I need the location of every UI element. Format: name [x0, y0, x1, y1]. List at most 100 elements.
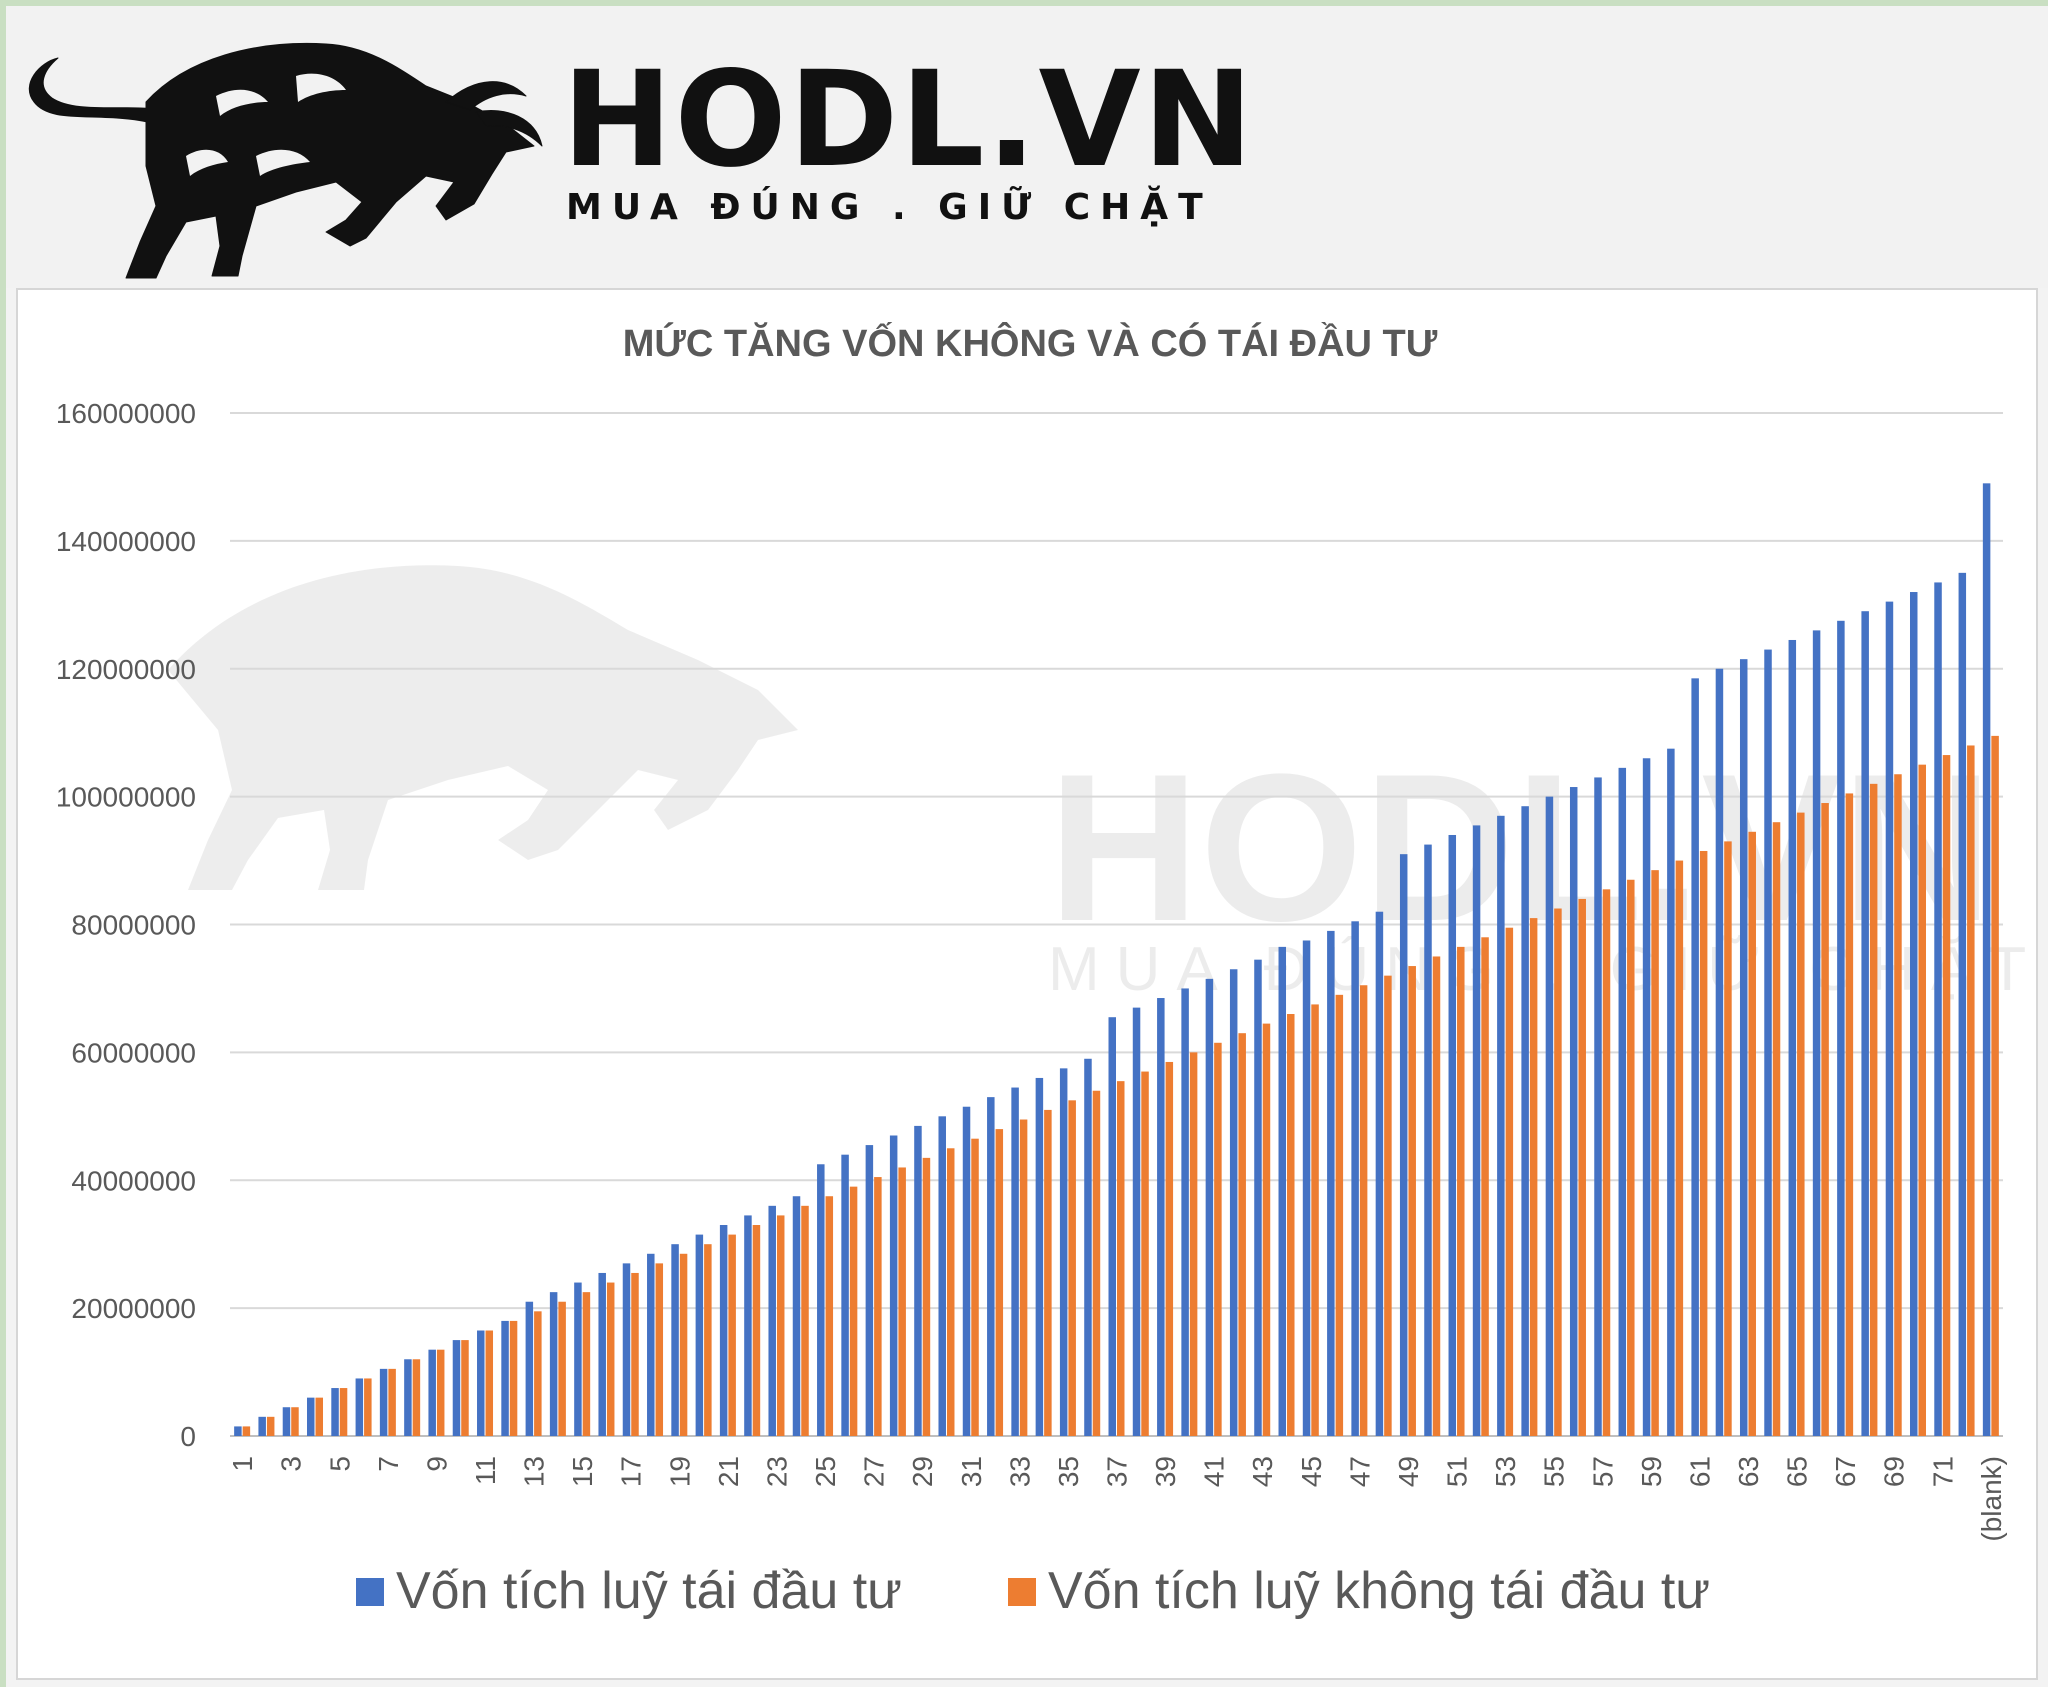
bar-no-reinvest [1044, 1109, 1052, 1436]
bar-reinvest [1254, 959, 1262, 1436]
bar-reinvest [1132, 1007, 1141, 1436]
x-tick-label: 29 [907, 1456, 938, 1487]
bar-reinvest [1351, 921, 1359, 1436]
bar-no-reinvest [1627, 879, 1635, 1436]
bar-reinvest [1642, 758, 1651, 1436]
bar-reinvest [355, 1378, 364, 1436]
y-tick-label: 80000000 [71, 910, 196, 941]
x-tick-label: 31 [956, 1456, 987, 1487]
bar-no-reinvest [1821, 803, 1829, 1436]
bar-no-reinvest [1869, 783, 1878, 1436]
x-tick-label: 19 [664, 1456, 695, 1487]
bar-no-reinvest [1748, 831, 1756, 1436]
bar-reinvest [962, 1106, 971, 1436]
bar-reinvest [1909, 592, 1918, 1436]
bar-no-reinvest [1991, 735, 1999, 1436]
bull-logo-icon [28, 42, 543, 279]
bar-reinvest [1399, 854, 1408, 1436]
bar-no-reinvest [1359, 985, 1368, 1436]
bar-no-reinvest [558, 1301, 566, 1436]
x-tick-label: 1 [227, 1456, 258, 1472]
y-tick-label: 40000000 [71, 1165, 196, 1196]
bar-no-reinvest [1287, 1014, 1295, 1436]
x-tick-label: 41 [1199, 1456, 1230, 1487]
bar-no-reinvest [776, 1215, 785, 1436]
x-tick-label: 35 [1053, 1456, 1084, 1487]
bar-reinvest [549, 1292, 558, 1436]
bar-reinvest [622, 1263, 631, 1436]
bar-no-reinvest [922, 1157, 931, 1436]
bar-reinvest [889, 1135, 898, 1436]
bar-reinvest [379, 1368, 388, 1436]
bar-no-reinvest [1019, 1119, 1028, 1436]
bar-reinvest [1594, 777, 1602, 1436]
bar-no-reinvest [849, 1186, 858, 1436]
bar-no-reinvest [1942, 755, 1951, 1436]
bar-no-reinvest [946, 1148, 955, 1436]
chart-panel: HODL.VN MUA ĐÚNG . GIỮ CHẶT MỨC TĂNG VỐN… [16, 288, 2038, 1680]
x-tick-label: 33 [1004, 1456, 1035, 1487]
bar-reinvest [1739, 659, 1748, 1436]
bar-no-reinvest [728, 1234, 736, 1436]
bar-reinvest [1157, 998, 1165, 1436]
bar-reinvest [1764, 649, 1772, 1436]
bar-reinvest [1375, 911, 1384, 1436]
bar-no-reinvest [801, 1205, 809, 1436]
bar-reinvest [647, 1253, 655, 1436]
bar-no-reinvest [1699, 850, 1708, 1436]
bar-reinvest [1788, 639, 1797, 1436]
bar-reinvest [1667, 748, 1675, 1436]
bar-reinvest [477, 1330, 485, 1436]
bar-reinvest [1521, 806, 1529, 1436]
bar-no-reinvest [315, 1397, 324, 1436]
x-tick-label: 21 [713, 1456, 744, 1487]
x-tick-label: 23 [761, 1456, 792, 1487]
bar-reinvest [938, 1116, 946, 1436]
bar-no-reinvest [1797, 812, 1805, 1436]
bar-reinvest [1934, 582, 1942, 1436]
bar-reinvest [817, 1164, 825, 1436]
bar-reinvest [428, 1349, 436, 1436]
bar-no-reinvest [1772, 822, 1781, 1436]
bar-no-reinvest [1141, 1071, 1149, 1436]
bar-no-reinvest [436, 1349, 445, 1436]
brand-header: HODL.VN MUA ĐÚNG . GIỮ CHẶT [6, 6, 2048, 288]
brand-tagline: MUA ĐÚNG . GIỮ CHẶT [566, 187, 1213, 228]
svg-text:HODL.VN: HODL.VN [1048, 730, 1993, 965]
bar-reinvest [719, 1225, 728, 1436]
bar-chart: HODL.VN MUA ĐÚNG . GIỮ CHẶT MỨC TĂNG VỐN… [56, 320, 2026, 1620]
bar-no-reinvest [1457, 946, 1465, 1436]
x-tick-label: 15 [567, 1456, 598, 1487]
bar-no-reinvest [1845, 793, 1854, 1436]
bar-no-reinvest [1578, 898, 1586, 1436]
bar-no-reinvest [1505, 927, 1514, 1436]
bar-no-reinvest [1481, 937, 1489, 1436]
bar-reinvest [1084, 1058, 1092, 1436]
x-tick-label: 25 [810, 1456, 841, 1487]
bar-no-reinvest [242, 1426, 251, 1436]
brand-name: HODL.VN [562, 43, 1256, 197]
bar-reinvest [987, 1097, 995, 1436]
x-tick-label: 63 [1733, 1456, 1764, 1487]
bar-reinvest [1181, 988, 1189, 1436]
bar-no-reinvest [1092, 1090, 1101, 1436]
watermark-logo-icon: HODL.VN MUA ĐÚNG . GIỮ CHẶT [168, 565, 2026, 1004]
bar-no-reinvest [995, 1129, 1004, 1436]
x-tick-label: 51 [1442, 1456, 1473, 1487]
bar-reinvest [1059, 1068, 1068, 1436]
legend-swatch [356, 1578, 384, 1606]
bar-reinvest [1302, 940, 1311, 1436]
bar-reinvest [452, 1340, 461, 1436]
bar-reinvest [914, 1125, 922, 1436]
bar-no-reinvest [606, 1282, 615, 1436]
bar-no-reinvest [582, 1292, 591, 1436]
bar-reinvest [1424, 844, 1432, 1436]
bar-reinvest [258, 1416, 266, 1436]
bar-reinvest [501, 1320, 509, 1436]
bar-reinvest [1618, 767, 1627, 1436]
bar-reinvest [1691, 678, 1699, 1436]
bar-no-reinvest [461, 1340, 469, 1436]
bar-reinvest [695, 1234, 704, 1436]
legend-label: Vốn tích luỹ tái đầu tư [396, 1562, 902, 1620]
legend-swatch [1008, 1578, 1036, 1606]
